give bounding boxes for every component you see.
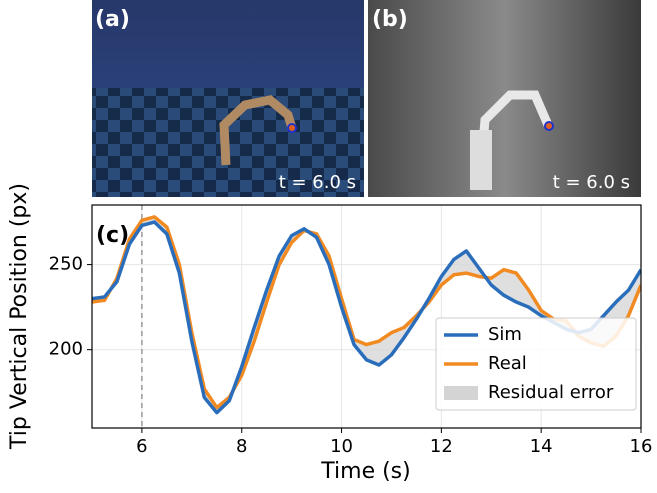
legend-label: Sim <box>488 324 522 345</box>
legend-label: Residual error <box>488 382 614 403</box>
x-tick-label: 14 <box>530 436 553 457</box>
panel-a-image <box>92 0 364 197</box>
y-tick-label: 250 <box>49 254 83 275</box>
x-tick-label: 8 <box>236 436 247 457</box>
image-caption: t = 6.0 s <box>279 172 356 193</box>
y-axis-label: Tip Vertical Position (px) <box>7 183 32 450</box>
panel-label: (c) <box>96 223 129 248</box>
x-tick-label: 12 <box>430 436 453 457</box>
x-tick-label: 10 <box>330 436 353 457</box>
panel-b-image <box>368 0 641 197</box>
page: (a) (b) t = 6.0 s t = 6.0 s (c) Time (s)… <box>0 0 657 493</box>
x-axis-label: Time (s) <box>320 459 410 484</box>
y-tick-label: 200 <box>49 339 83 360</box>
panel-label: (a) <box>95 7 130 32</box>
legend-swatch <box>444 386 478 400</box>
x-tick-label: 16 <box>630 436 653 457</box>
legend-label: Real <box>488 353 527 374</box>
panel-label: (b) <box>372 7 408 32</box>
image-caption: t = 6.0 s <box>553 172 630 193</box>
x-tick-label: 6 <box>136 436 147 457</box>
figure: (a) (b) t = 6.0 s t = 6.0 s (c) Time (s)… <box>0 0 657 493</box>
